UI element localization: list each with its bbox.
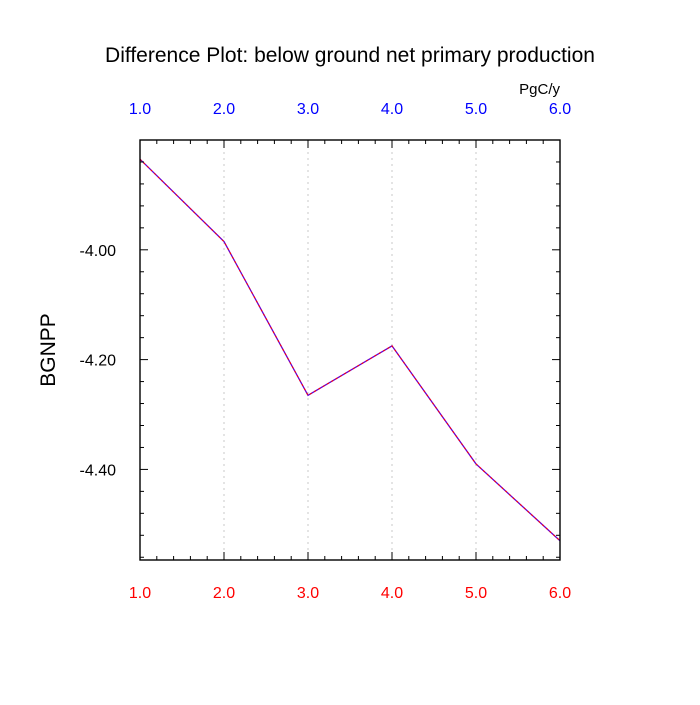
- x-tick-label-top: 6.0: [549, 101, 571, 118]
- series-line-dashed: [139, 158, 561, 542]
- x-tick-label-top: 4.0: [381, 101, 403, 118]
- y-tick-label: -4.40: [80, 462, 117, 479]
- x-tick-label-bottom: 1.0: [129, 585, 151, 602]
- x-tick-label-bottom: 3.0: [297, 585, 319, 602]
- chart-title: Difference Plot: below ground net primar…: [105, 44, 595, 67]
- x-tick-label-top: 1.0: [129, 101, 151, 118]
- grid-lines: [223, 140, 477, 560]
- plot-frame: [139, 139, 561, 561]
- x-tick-label-bottom: 6.0: [549, 585, 571, 602]
- units-label: PgC/y: [519, 81, 560, 98]
- y-axis-label: BGNPP: [37, 313, 60, 387]
- axis-ticks: [139, 139, 561, 560]
- x-tick-label-bottom: 2.0: [213, 585, 235, 602]
- x-tick-label-top: 3.0: [297, 101, 319, 118]
- x-tick-label-top: 2.0: [213, 101, 235, 118]
- series-layer: [139, 158, 561, 542]
- x-tick-label-bottom: 4.0: [381, 585, 403, 602]
- y-tick-label: -4.20: [80, 353, 117, 370]
- x-tick-label-top: 5.0: [465, 101, 487, 118]
- series-line: [139, 158, 561, 542]
- tick-labels: 1.0 1.0 2.0 2.0 3.0 3.0 4.0 4.0 5.0 5.0 6.0 6.0 -4.0…: [80, 101, 572, 602]
- x-tick-label-bottom: 5.0: [465, 585, 487, 602]
- y-tick-label: -4.00: [80, 243, 117, 260]
